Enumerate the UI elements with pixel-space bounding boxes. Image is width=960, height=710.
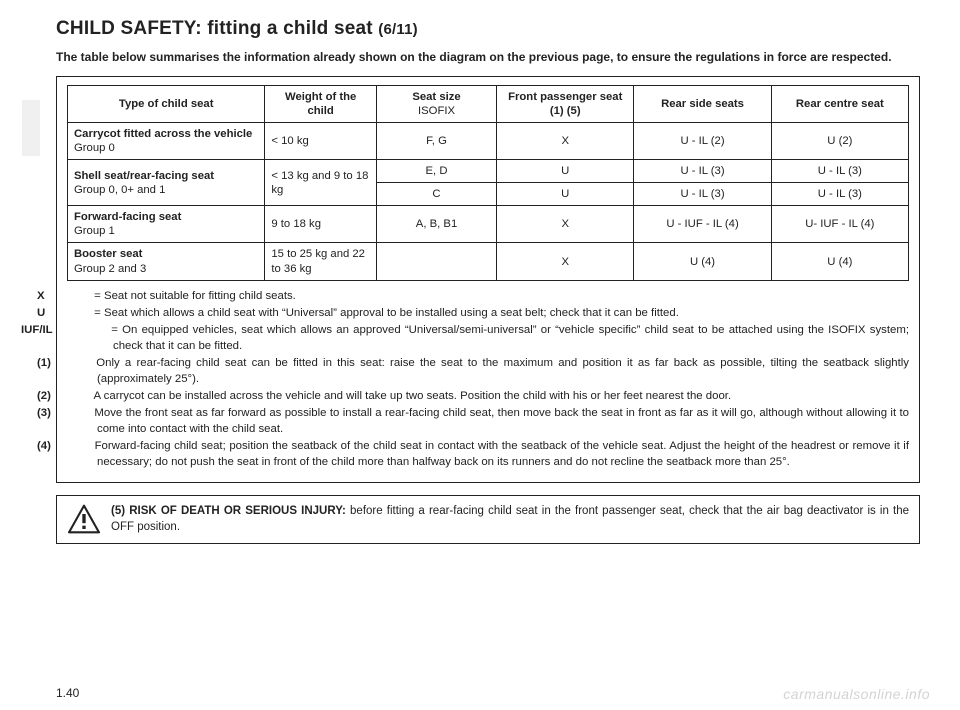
cell-size: F, G xyxy=(376,122,496,159)
col-rear-side: Rear side seats xyxy=(634,85,771,122)
cell-type: Booster seat Group 2 and 3 xyxy=(68,243,265,280)
cell-front: X xyxy=(497,243,634,280)
cell-rear-centre: U (4) xyxy=(771,243,908,280)
col-front: Front passenger seat (1) (5) xyxy=(497,85,634,122)
page-number: 1.40 xyxy=(56,686,79,700)
cell-front: U xyxy=(497,183,634,206)
cell-type: Carrycot fitted across the vehicle Group… xyxy=(68,122,265,159)
page-title: CHILD SAFETY: fitting a child seat (6/11… xyxy=(56,18,920,40)
child-seat-table: Type of child seat Weight of the child S… xyxy=(67,85,909,281)
intro-text: The table below summarises the informati… xyxy=(56,50,920,66)
warning-text: (5) RISK OF DEATH OR SERIOUS INJURY: bef… xyxy=(111,504,909,535)
cell-size: A, B, B1 xyxy=(376,206,496,243)
cell-rear-centre: U (2) xyxy=(771,122,908,159)
title-sub: (6/11) xyxy=(378,21,418,38)
table-row: Carrycot fitted across the vehicle Group… xyxy=(68,122,909,159)
cell-front: X xyxy=(497,206,634,243)
cell-weight: 9 to 18 kg xyxy=(265,206,377,243)
cell-weight: < 13 kg and 9 to 18 kg xyxy=(265,160,377,206)
watermark: carmanualsonline.info xyxy=(783,686,930,702)
cell-rear-side: U (4) xyxy=(634,243,771,280)
cell-rear-side: U - IL (3) xyxy=(634,183,771,206)
content-frame: Type of child seat Weight of the child S… xyxy=(56,76,920,483)
legend-line: IUF/IL = On equipped vehicles, seat whic… xyxy=(67,323,909,354)
cell-rear-centre: U- IUF - IL (4) xyxy=(771,206,908,243)
col-size: Seat size ISOFIX xyxy=(376,85,496,122)
warning-box: (5) RISK OF DEATH OR SERIOUS INJURY: bef… xyxy=(56,495,920,544)
manual-page: CHILD SAFETY: fitting a child seat (6/11… xyxy=(0,0,960,710)
legend-block: X = Seat not suitable for fitting child … xyxy=(67,289,909,470)
cell-rear-centre: U - IL (3) xyxy=(771,183,908,206)
col-rear-centre: Rear centre seat xyxy=(771,85,908,122)
cell-type: Shell seat/rear-facing seat Group 0, 0+ … xyxy=(68,160,265,206)
col-weight: Weight of the child xyxy=(265,85,377,122)
warning-icon xyxy=(67,504,101,534)
cell-rear-side: U - IL (3) xyxy=(634,160,771,183)
legend-line: X = Seat not suitable for fitting child … xyxy=(67,289,909,304)
title-main: CHILD SAFETY: fitting a child seat xyxy=(56,18,373,39)
table-header-row: Type of child seat Weight of the child S… xyxy=(68,85,909,122)
legend-line: (3) Move the front seat as far forward a… xyxy=(67,406,909,437)
cell-weight: < 10 kg xyxy=(265,122,377,159)
legend-line: (2) A carrycot can be installed across t… xyxy=(67,389,909,404)
cell-rear-centre: U - IL (3) xyxy=(771,160,908,183)
cell-rear-side: U - IUF - IL (4) xyxy=(634,206,771,243)
table-row: Shell seat/rear-facing seat Group 0, 0+ … xyxy=(68,160,909,183)
section-tab xyxy=(22,100,40,156)
cell-type: Forward-facing seat Group 1 xyxy=(68,206,265,243)
col-type: Type of child seat xyxy=(68,85,265,122)
cell-size: E, D xyxy=(376,160,496,183)
legend-line: (4) Forward-facing child seat; position … xyxy=(67,439,909,470)
cell-rear-side: U - IL (2) xyxy=(634,122,771,159)
table-row: Booster seat Group 2 and 3 15 to 25 kg a… xyxy=(68,243,909,280)
legend-line: (1) Only a rear-facing child seat can be… xyxy=(67,356,909,387)
legend-line: U = Seat which allows a child seat with … xyxy=(67,306,909,321)
table-row: Forward-facing seat Group 1 9 to 18 kg A… xyxy=(68,206,909,243)
cell-front: U xyxy=(497,160,634,183)
cell-size xyxy=(376,243,496,280)
cell-size: C xyxy=(376,183,496,206)
cell-front: X xyxy=(497,122,634,159)
cell-weight: 15 to 25 kg and 22 to 36 kg xyxy=(265,243,377,280)
